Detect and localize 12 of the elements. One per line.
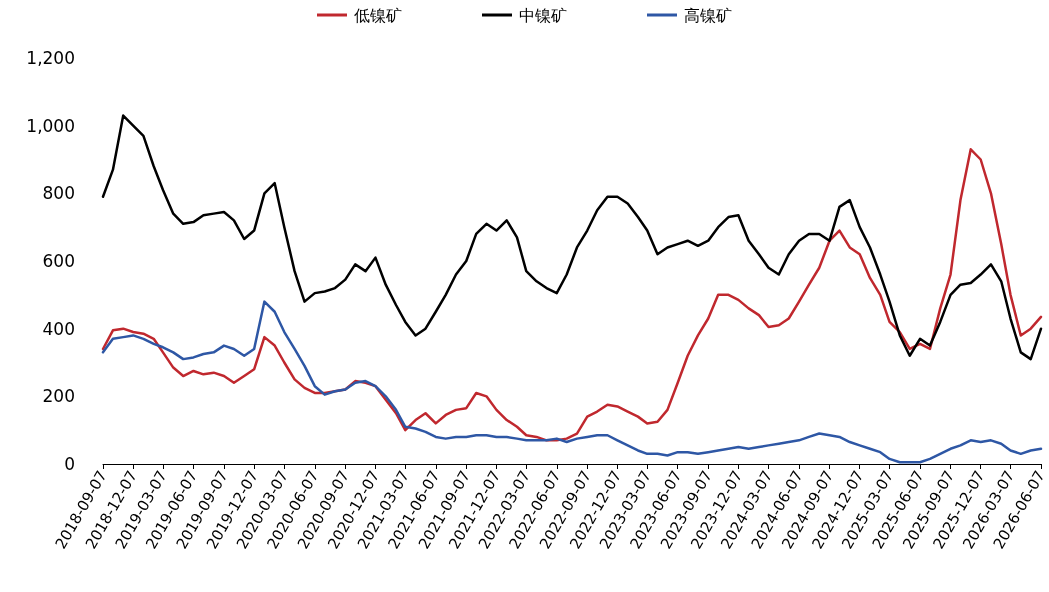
y-tick-label: 600 <box>42 251 75 271</box>
y-tick-label: 0 <box>64 454 75 474</box>
line-series <box>101 114 1043 361</box>
y-tick-label: 800 <box>42 183 75 204</box>
legend-label: 高镍矿 <box>684 5 732 25</box>
y-tick-label: 400 <box>42 318 75 339</box>
line-series <box>101 148 1043 442</box>
y-tick-label: 1,200 <box>26 48 75 68</box>
y-tick-label: 200 <box>42 386 75 407</box>
legend-label: 中镍矿 <box>519 5 567 25</box>
legend-label: 低镍矿 <box>354 5 402 25</box>
y-tick-label: 1,000 <box>26 115 75 136</box>
